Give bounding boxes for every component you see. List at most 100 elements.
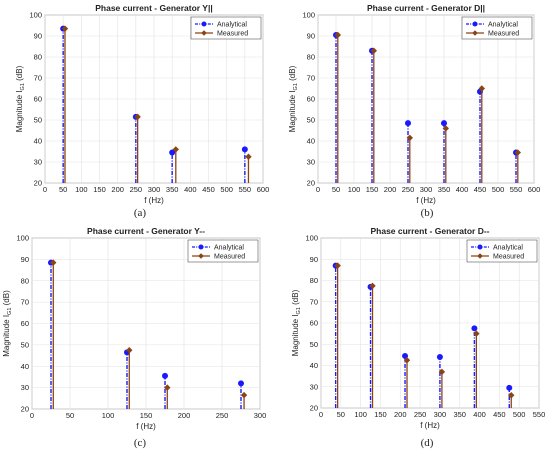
y-tick-label: 40 xyxy=(310,361,318,370)
y-tick-label: 100 xyxy=(302,11,315,20)
x-tick-label: 50 xyxy=(332,185,340,194)
y-tick-label: 60 xyxy=(21,319,29,328)
panel-caption: (a) xyxy=(134,207,147,219)
marker-analytical xyxy=(402,352,409,359)
x-tick-label: 400 xyxy=(184,185,197,194)
y-axis-label: Magnitude IG1 (dB) xyxy=(291,289,302,356)
legend-label: Analytical xyxy=(493,245,523,252)
marker-measured xyxy=(172,146,179,153)
y-axis-label-main: Magnitude I xyxy=(15,90,24,132)
y-tick-label: 40 xyxy=(34,137,42,146)
y-tick-label: 20 xyxy=(21,405,29,414)
x-axis-label: f (Hz) xyxy=(144,196,164,205)
legend-swatch-diamond xyxy=(201,30,207,36)
x-tick-label: 200 xyxy=(178,411,191,420)
y-tick-label: 30 xyxy=(307,158,315,167)
marker-analytical xyxy=(405,120,411,127)
x-tick-label: 500 xyxy=(220,185,233,194)
chart-panel-d: 0 50 100 150 200 250 300 350 400 450 500 550 20 30 40 5… xyxy=(291,226,546,449)
x-tick-label: 150 xyxy=(366,185,379,194)
y-tick-label: 90 xyxy=(21,255,29,264)
chart-title: Phase current - Generator Y-- xyxy=(87,226,205,236)
x-axis-label: f (Hz) xyxy=(416,196,436,205)
y-tick-label: 50 xyxy=(34,116,42,125)
marker-analytical xyxy=(436,354,443,360)
y-tick-label: 100 xyxy=(305,234,318,243)
chart-title: Phase current - Generator D-- xyxy=(370,226,489,236)
y-tick-label: 80 xyxy=(21,276,29,285)
x-tick-label: 200 xyxy=(394,410,407,419)
y-axis-label-unit: (dB) xyxy=(288,65,297,83)
x-axis-label: f (Hz) xyxy=(420,421,440,430)
x-tick-label: 0 xyxy=(316,185,320,194)
x-tick-label: 500 xyxy=(513,410,526,419)
x-tick-label: 100 xyxy=(354,410,367,419)
x-tick-label: 0 xyxy=(30,411,34,420)
y-axis-label-main: Magnitude I xyxy=(2,315,11,357)
x-tick-label: 600 xyxy=(257,185,270,194)
marker-analytical xyxy=(441,120,447,127)
legend-label: Measured xyxy=(217,31,248,38)
legend-swatch-circle xyxy=(472,21,478,27)
chart-title: Phase current - Generator D|| xyxy=(367,3,485,13)
marker-measured xyxy=(403,356,411,364)
x-tick-label: 150 xyxy=(140,411,153,420)
panel-caption: (c) xyxy=(134,437,147,449)
marker-measured xyxy=(134,113,141,121)
x-tick-label: 200 xyxy=(111,185,124,194)
legend-swatch-circle xyxy=(198,244,204,250)
marker-measured xyxy=(126,347,133,354)
y-tick-label: 80 xyxy=(307,53,315,62)
y-tick-label: 80 xyxy=(310,276,318,285)
x-tick-label: 200 xyxy=(384,185,397,194)
marker-analytical xyxy=(169,149,176,156)
legend-swatch-circle xyxy=(477,244,483,250)
x-tick-label: 250 xyxy=(216,411,229,420)
legend-swatch-diamond xyxy=(472,30,478,36)
marker-measured xyxy=(334,31,341,39)
x-tick-label: 300 xyxy=(420,185,433,194)
y-tick-label: 60 xyxy=(34,95,42,104)
marker-analytical xyxy=(238,380,244,387)
x-tick-label: 150 xyxy=(374,410,387,419)
x-tick-label: 450 xyxy=(474,185,487,194)
y-tick-label: 90 xyxy=(307,32,315,41)
y-tick-label: 20 xyxy=(307,179,315,188)
y-axis-label-subscript: G1 xyxy=(7,308,13,315)
marker-measured xyxy=(334,262,341,269)
x-tick-label: 0 xyxy=(319,410,323,419)
y-tick-label: 70 xyxy=(307,74,315,83)
y-axis-label-subscript: G1 xyxy=(296,307,302,314)
legend-swatch-circle xyxy=(201,21,207,27)
y-tick-label: 60 xyxy=(307,95,315,104)
x-tick-label: 550 xyxy=(533,410,546,419)
legend-label: Measured xyxy=(214,254,245,261)
legend-label: Analytical xyxy=(488,22,518,29)
marker-measured xyxy=(478,85,485,92)
marker-measured xyxy=(369,282,376,290)
x-tick-label: 550 xyxy=(510,185,523,194)
y-tick-label: 30 xyxy=(21,383,29,392)
marker-measured xyxy=(50,259,57,266)
panel-caption: (b) xyxy=(421,207,434,219)
x-tick-label: 400 xyxy=(473,410,486,419)
x-tick-label: 0 xyxy=(43,185,47,194)
x-tick-label: 50 xyxy=(337,410,345,419)
y-axis-label-subscript: G1 xyxy=(293,83,299,90)
y-tick-label: 50 xyxy=(21,340,29,349)
x-tick-label: 550 xyxy=(239,185,252,194)
y-tick-label: 70 xyxy=(34,74,42,83)
marker-analytical xyxy=(162,372,168,379)
x-tick-label: 300 xyxy=(148,185,161,194)
y-tick-label: 20 xyxy=(34,179,42,188)
marker-measured xyxy=(370,47,377,54)
y-tick-label: 40 xyxy=(21,362,29,371)
x-tick-label: 500 xyxy=(492,185,505,194)
x-tick-label: 600 xyxy=(528,185,541,194)
legend-label: Measured xyxy=(488,31,519,38)
y-tick-label: 30 xyxy=(34,158,42,167)
x-tick-label: 250 xyxy=(414,410,427,419)
legend: Analytical Measured xyxy=(461,16,533,40)
x-tick-label: 350 xyxy=(166,185,179,194)
y-axis-label: Magnitude IG1 (dB) xyxy=(288,65,299,132)
